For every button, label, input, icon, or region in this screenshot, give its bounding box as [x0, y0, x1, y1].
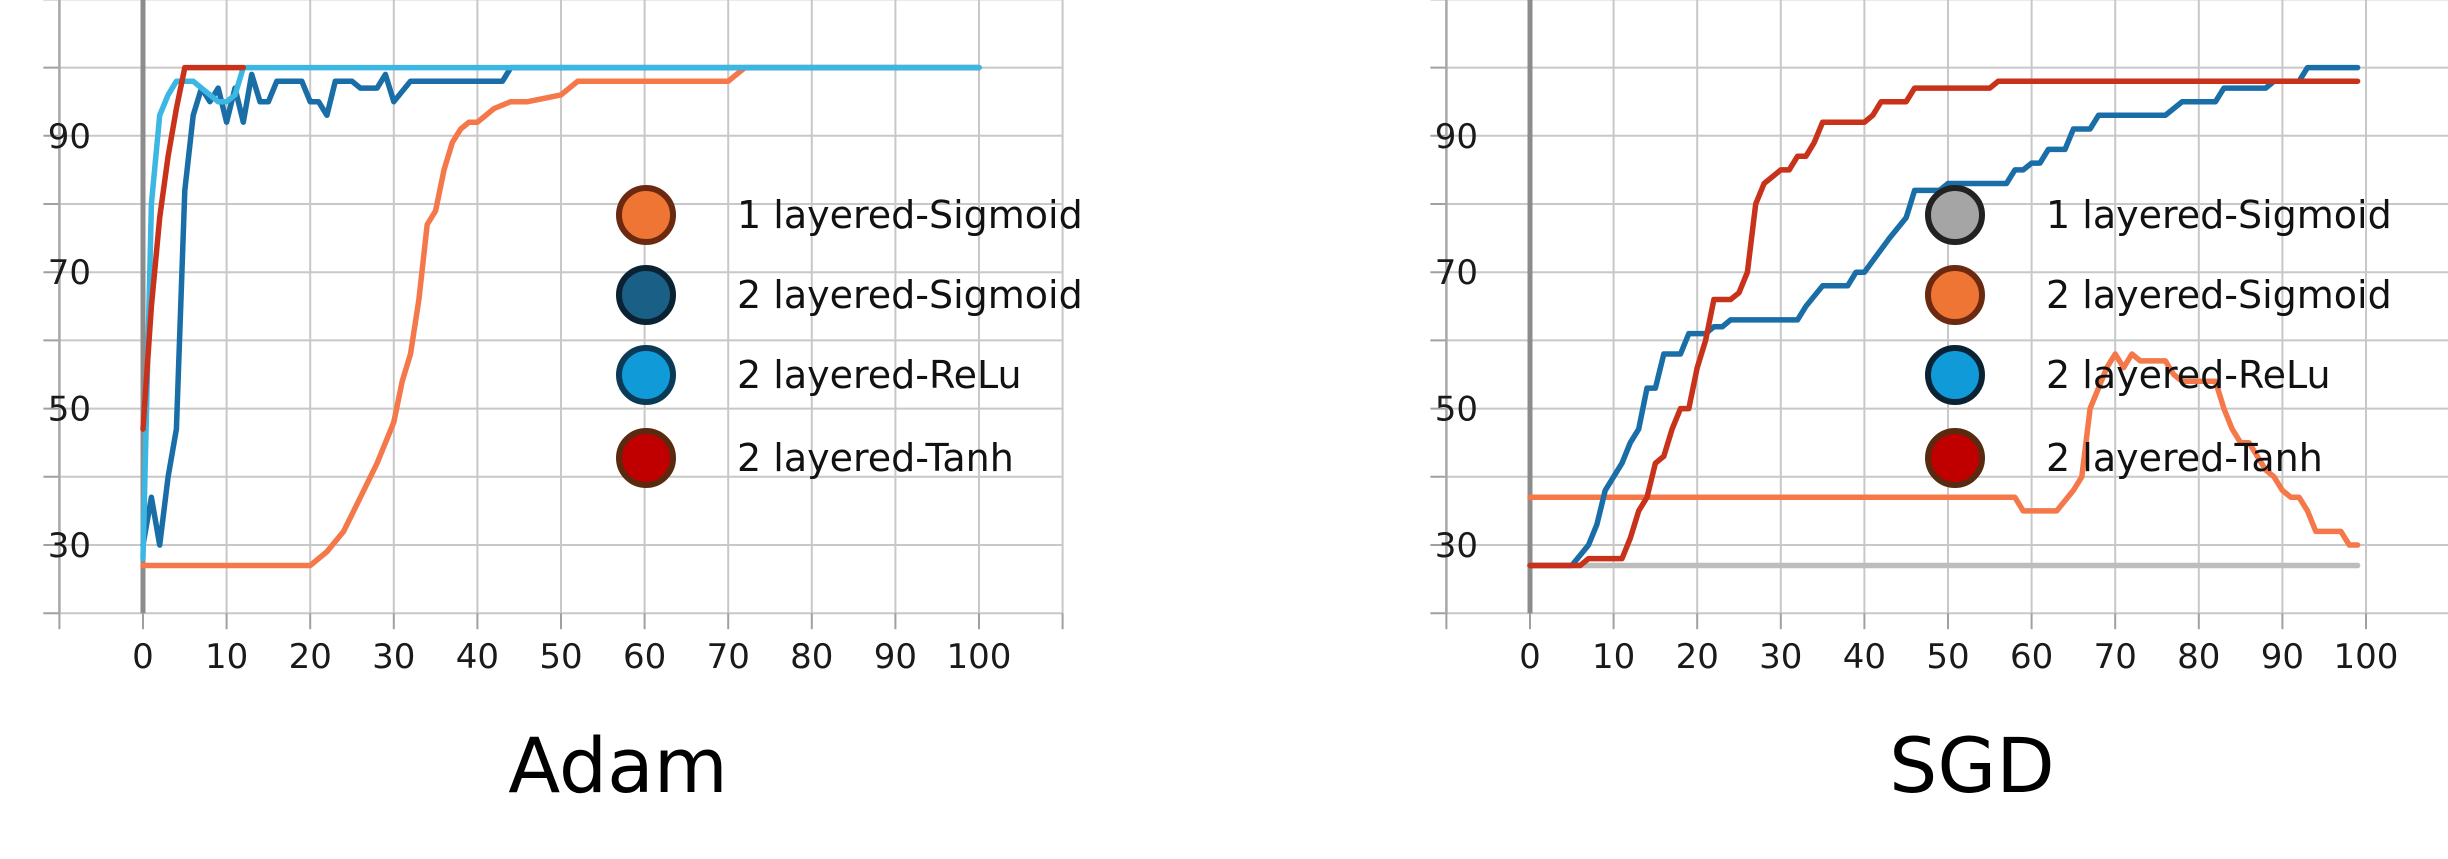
legend-label: 2 layered-Tanh: [737, 436, 1014, 480]
x-tick-label: 90: [874, 637, 917, 677]
x-tick-label: 40: [1843, 637, 1886, 677]
adam-chart: 30 50 70 90 0 10 20 30 40 50 60 70 80 90 100 1 layered-…: [43, 0, 1083, 810]
y-tick-label: 50: [48, 390, 91, 430]
legend-label: 1 layered-Sigmoid: [737, 193, 1083, 237]
legend-label: 2 layered-Tanh: [2046, 436, 2323, 480]
legend-label: 2 layered-Sigmoid: [737, 273, 1083, 317]
legend-marker: [616, 428, 676, 488]
legend-marker: [1925, 185, 1985, 245]
y-tick-label: 30: [48, 526, 91, 566]
y-tick-label: 90: [48, 117, 91, 157]
y-tick-label: 70: [48, 253, 91, 293]
x-tick-label: 20: [1676, 637, 1719, 677]
series-line-3: [140, 64, 982, 562]
x-tick-label: 70: [707, 637, 750, 677]
chart-title: Adam: [508, 721, 728, 810]
legend-marker: [1925, 265, 1985, 325]
x-tick-label: 0: [1519, 637, 1541, 677]
x-tick-label: 60: [623, 637, 666, 677]
legend-marker: [1925, 428, 1985, 488]
x-tick-label: 90: [2261, 637, 2304, 677]
x-tick-label: 0: [132, 637, 154, 677]
series-line-4: [1527, 78, 2361, 569]
legend-label: 2 layered-Sigmoid: [2046, 273, 2392, 317]
y-tick-label: 30: [1435, 526, 1478, 566]
legend-label: 2 layered-ReLu: [2046, 353, 2331, 397]
legend-label: 2 layered-ReLu: [737, 353, 1022, 397]
legend-marker: [616, 185, 676, 245]
x-tick-label: 10: [205, 637, 248, 677]
x-tick-label: 100: [947, 637, 1012, 677]
legend-marker: [616, 345, 676, 405]
x-tick-label: 70: [2094, 637, 2137, 677]
legend-marker: [616, 265, 676, 325]
x-tick-label: 60: [2010, 637, 2053, 677]
x-tick-label: 80: [790, 637, 833, 677]
sgd-chart: 30 50 70 90 0 10 20 30 40 50 60 70 80 90 100 1 layered-…: [1430, 0, 2448, 810]
series-line-3: [1527, 64, 2361, 569]
legend: 1 layered-Sigmoid 2 layered-Sigmoid 2 laye…: [1925, 185, 2392, 488]
x-tick-label: 20: [289, 637, 332, 677]
legend-label: 1 layered-Sigmoid: [2046, 193, 2392, 237]
legend: 1 layered-Sigmoid 2 layered-Sigmoid 2 laye…: [616, 185, 1083, 488]
y-tick-label: 50: [1435, 390, 1478, 430]
y-tick-label: 90: [1435, 117, 1478, 157]
x-tick-label: 30: [372, 637, 415, 677]
x-tick-label: 10: [1592, 637, 1635, 677]
x-tick-label: 40: [456, 637, 499, 677]
x-tick-label: 50: [1926, 637, 1969, 677]
series-line-4: [140, 64, 247, 432]
series-line-1: [140, 64, 982, 569]
series-lines: [140, 64, 982, 569]
x-tick-label: 30: [1759, 637, 1802, 677]
x-tick-label: 80: [2177, 637, 2220, 677]
chart-title: SGD: [1889, 721, 2055, 810]
legend-marker: [1925, 345, 1985, 405]
x-tick-label: 50: [539, 637, 582, 677]
series-lines: [1527, 64, 2361, 569]
y-tick-label: 70: [1435, 253, 1478, 293]
x-tick-label: 100: [2334, 637, 2399, 677]
series-line-2: [140, 64, 982, 548]
series-line-2: [1527, 351, 2361, 548]
